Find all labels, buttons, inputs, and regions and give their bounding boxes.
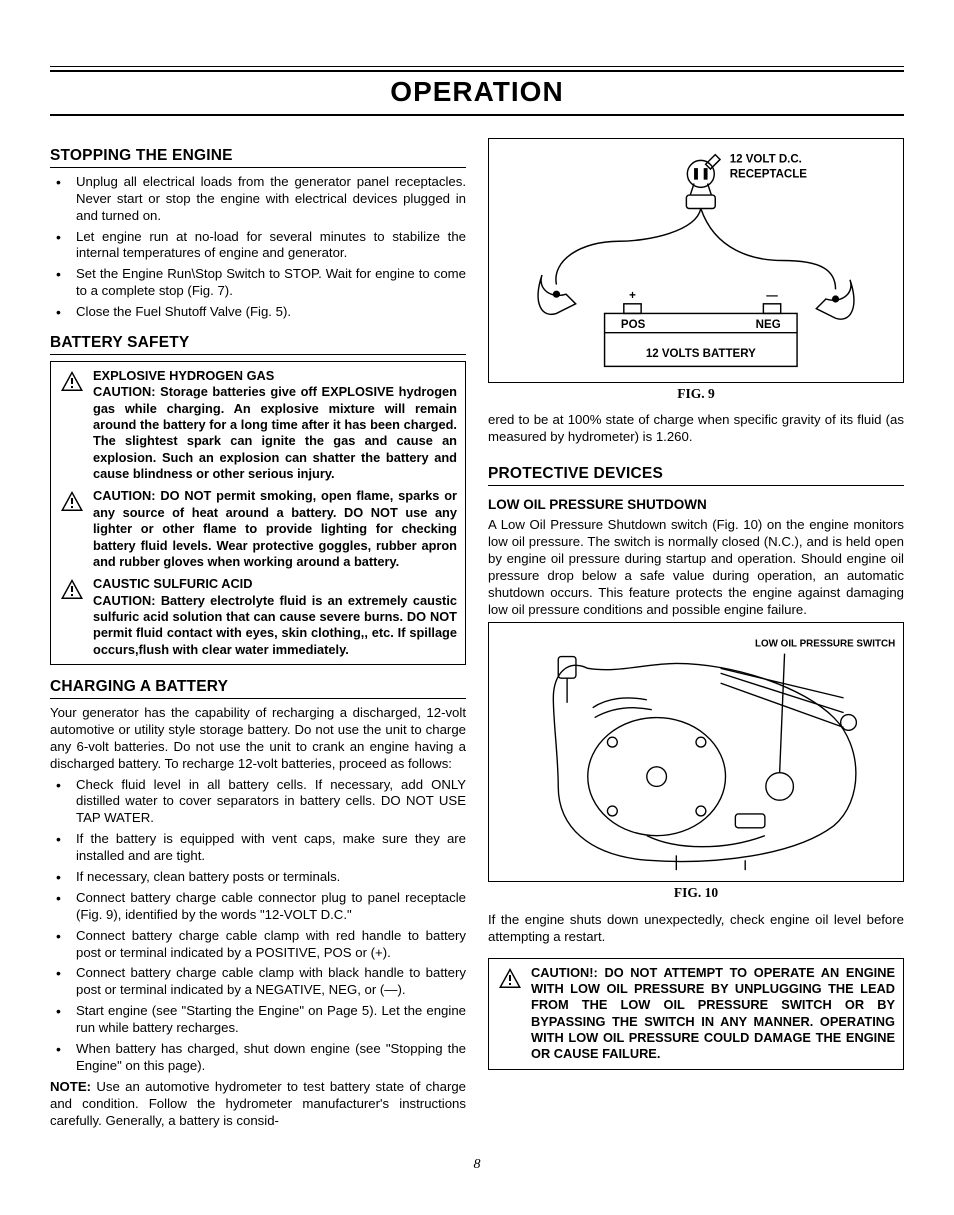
caution-explosive-gas: EXPLOSIVE HYDROGEN GAS CAUTION: Storage …: [59, 368, 457, 483]
figure-10: LOW OIL PRESSURE SWITCH: [488, 622, 904, 882]
warning-triangle-icon: [59, 576, 85, 658]
right-column: 12 VOLT D.C. RECEPTACLE: [488, 134, 904, 1133]
charging-note: NOTE: Use an automotive hydrometer to te…: [50, 1079, 466, 1130]
fig9-label-receptacle-l1: 12 VOLT D.C.: [730, 153, 802, 165]
caution-body: CAUTION: Battery electrolyte fluid is an…: [93, 593, 457, 657]
figure-9-caption: FIG. 9: [488, 385, 904, 402]
fig9-battery-label: 12 VOLTS BATTERY: [646, 348, 756, 360]
list-item: Let engine run at no-load for several mi…: [50, 229, 466, 263]
after-fig9-para: ered to be at 100% state of charge when …: [488, 412, 904, 446]
fig9-pos-symbol: +: [629, 290, 636, 302]
fig9-pos: POS: [621, 319, 646, 331]
fig10-label: LOW OIL PRESSURE SWITCH: [755, 639, 895, 650]
caution-body: CAUTION: DO NOT permit smoking, open fla…: [93, 488, 457, 570]
warning-triangle-icon: [59, 368, 85, 483]
list-item: Connect battery charge cable clamp with …: [50, 965, 466, 999]
caution-title: EXPLOSIVE HYDROGEN GAS: [93, 368, 274, 383]
caution-text: EXPLOSIVE HYDROGEN GAS CAUTION: Storage …: [93, 368, 457, 483]
heading-protective-devices: PROTECTIVE DEVICES: [488, 464, 904, 486]
fig9-neg-symbol: —: [766, 290, 778, 302]
heading-battery-safety: BATTERY SAFETY: [50, 333, 466, 355]
list-item: Start engine (see "Starting the Engine" …: [50, 1003, 466, 1037]
fig9-neg: NEG: [756, 319, 781, 331]
final-caution-box: CAUTION!: DO NOT ATTEMPT TO OPERATE AN E…: [488, 958, 904, 1070]
caution-sulfuric-acid: CAUSTIC SULFURIC ACID CAUTION: Battery e…: [59, 576, 457, 658]
restart-para: If the engine shuts down unexpectedly, c…: [488, 912, 904, 946]
warning-triangle-icon: [59, 488, 85, 570]
charging-bullets: Check fluid level in all battery cells. …: [50, 777, 466, 1075]
note-label: NOTE:: [50, 1079, 91, 1094]
main-columns: STOPPING THE ENGINE Unplug all electrica…: [50, 134, 904, 1133]
left-column: STOPPING THE ENGINE Unplug all electrica…: [50, 134, 466, 1133]
final-caution-text: CAUTION!: DO NOT ATTEMPT TO OPERATE AN E…: [531, 965, 895, 1063]
page-title: OPERATION: [50, 70, 904, 116]
list-item: Connect battery charge cable clamp with …: [50, 928, 466, 962]
note-body: Use an automotive hydrometer to test bat…: [50, 1079, 466, 1128]
list-item: When battery has charged, shut down engi…: [50, 1041, 466, 1075]
list-item: Check fluid level in all battery cells. …: [50, 777, 466, 828]
charging-intro: Your generator has the capability of rec…: [50, 705, 466, 773]
list-item: If necessary, clean battery posts or ter…: [50, 869, 466, 886]
caution-title: CAUSTIC SULFURIC ACID: [93, 576, 252, 591]
stopping-bullets: Unplug all electrical loads from the gen…: [50, 174, 466, 321]
list-item: Close the Fuel Shutoff Valve (Fig. 5).: [50, 304, 466, 321]
heading-stopping-engine: STOPPING THE ENGINE: [50, 146, 466, 168]
caution-no-smoking: CAUTION: DO NOT permit smoking, open fla…: [59, 488, 457, 570]
list-item: Unplug all electrical loads from the gen…: [50, 174, 466, 225]
battery-caution-box: EXPLOSIVE HYDROGEN GAS CAUTION: Storage …: [50, 361, 466, 665]
warning-triangle-icon: [497, 965, 523, 1063]
figure-10-caption: FIG. 10: [488, 884, 904, 901]
list-item: Set the Engine Run\Stop Switch to STOP. …: [50, 266, 466, 300]
heading-charging-battery: CHARGING A BATTERY: [50, 677, 466, 699]
page-number: 8: [50, 1157, 904, 1173]
caution-text: CAUSTIC SULFURIC ACID CAUTION: Battery e…: [93, 576, 457, 658]
subheading-low-oil: LOW OIL PRESSURE SHUTDOWN: [488, 496, 904, 513]
figure-9: 12 VOLT D.C. RECEPTACLE: [488, 138, 904, 383]
fig9-label-receptacle-l2: RECEPTACLE: [730, 169, 808, 181]
caution-body: CAUTION: Storage batteries give off EXPL…: [93, 384, 457, 481]
low-oil-para: A Low Oil Pressure Shutdown switch (Fig.…: [488, 517, 904, 618]
list-item: If the battery is equipped with vent cap…: [50, 831, 466, 865]
list-item: Connect battery charge cable connector p…: [50, 890, 466, 924]
